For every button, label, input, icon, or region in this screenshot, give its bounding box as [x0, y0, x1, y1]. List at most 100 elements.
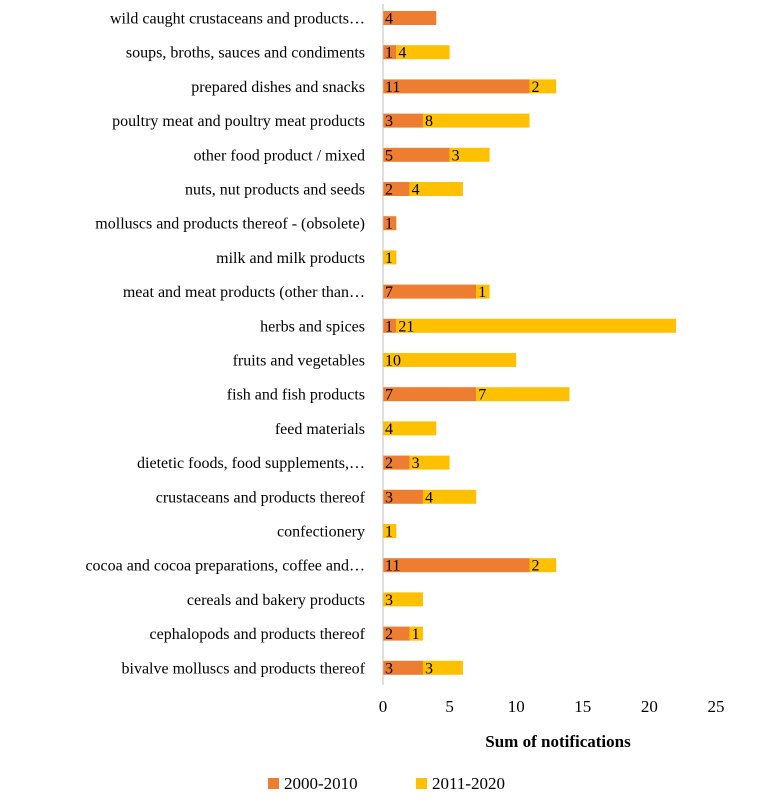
category-label-milk-and-milk-products: milk and milk products	[216, 250, 365, 267]
bar-2000-2010-bivalve-molluscs-and-products-thereof	[383, 660, 423, 675]
x-tick-label-20: 20	[641, 697, 658, 716]
value-label-2000-2010-other-food-product-mixed: 5	[385, 147, 393, 164]
value-label-2011-2020-feed-materials: 4	[385, 421, 393, 438]
bar-2011-2020-soups-broths-sauces-and-condiments	[396, 45, 450, 60]
category-label-molluscs-and-products-thereof-obsolete: molluscs and products thereof - (obsolet…	[95, 216, 365, 233]
value-label-2000-2010-crustaceans-and-products-thereof: 3	[385, 489, 393, 506]
value-label-2000-2010-nuts-nut-products-and-seeds: 2	[385, 182, 393, 199]
value-label-2011-2020-cocoa-and-cocoa-preparations-coffee-and: 2	[532, 558, 540, 575]
value-label-2011-2020-other-food-product-mixed: 3	[452, 147, 460, 164]
value-label-2011-2020-confectionery: 1	[385, 524, 393, 541]
category-label-prepared-dishes-and-snacks: prepared dishes and snacks	[191, 79, 365, 96]
category-label-cephalopods-and-products-thereof: cephalopods and products thereof	[150, 626, 366, 643]
category-label-meat-and-meat-products-other-than: meat and meat products (other than…	[123, 284, 365, 301]
x-tick-label-15: 15	[574, 697, 591, 716]
bars-layer	[383, 11, 677, 675]
value-label-2000-2010-dietetic-foods-food-supplements: 2	[385, 455, 393, 472]
bar-2000-2010-poultry-meat-and-poultry-meat-products	[383, 113, 423, 128]
legend-label-2011-2020: 2011-2020	[432, 774, 505, 793]
category-label-cocoa-and-cocoa-preparations-coffee-and: cocoa and cocoa preparations, coffee and…	[85, 558, 365, 575]
value-label-2011-2020-fish-and-fish-products: 7	[478, 387, 486, 404]
value-label-2011-2020-crustaceans-and-products-thereof: 4	[425, 489, 433, 506]
bar-2011-2020-dietetic-foods-food-supplements	[409, 455, 450, 470]
category-label-confectionery: confectionery	[277, 524, 365, 541]
x-tick-labels-layer: 0 5 10 15 20 25	[379, 697, 725, 716]
bar-2000-2010-herbs-and-spices	[383, 318, 397, 333]
category-label-dietetic-foods-food-supplements: dietetic foods, food supplements,…	[137, 455, 365, 472]
bar-2000-2010-prepared-dishes-and-snacks	[383, 79, 530, 94]
category-label-crustaceans-and-products-thereof: crustaceans and products thereof	[156, 489, 366, 506]
bar-2000-2010-molluscs-and-products-thereof-obsolete	[383, 216, 397, 231]
bar-2011-2020-fruits-and-vegetables	[383, 353, 517, 367]
bar-2000-2010-meat-and-meat-products-other-than	[383, 284, 477, 299]
bar-2011-2020-feed-materials	[383, 421, 437, 436]
category-label-soups-broths-sauces-and-condiments: soups, broths, sauces and condiments	[126, 45, 365, 62]
category-label-other-food-product-mixed: other food product / mixed	[193, 147, 365, 164]
bar-2000-2010-fish-and-fish-products	[383, 387, 477, 402]
bar-2000-2010-nuts-nut-products-and-seeds	[383, 182, 410, 196]
category-label-cereals-and-bakery-products: cereals and bakery products	[187, 592, 365, 609]
x-tick-label-5: 5	[445, 697, 454, 716]
bar-2000-2010-cephalopods-and-products-thereof	[383, 626, 410, 641]
legend: 2000-2010 2011-2020	[268, 774, 505, 793]
value-label-2000-2010-cephalopods-and-products-thereof: 2	[385, 626, 393, 643]
value-label-2011-2020-meat-and-meat-products-other-than: 1	[478, 284, 486, 301]
category-label-fruits-and-vegetables: fruits and vegetables	[233, 353, 365, 370]
value-label-2011-2020-prepared-dishes-and-snacks: 2	[532, 79, 540, 96]
value-label-2000-2010-prepared-dishes-and-snacks: 11	[385, 79, 400, 96]
value-label-2011-2020-nuts-nut-products-and-seeds: 4	[412, 182, 420, 199]
bar-2000-2010-crustaceans-and-products-thereof	[383, 489, 423, 504]
bar-2011-2020-nuts-nut-products-and-seeds	[409, 182, 463, 196]
bar-2011-2020-fish-and-fish-products	[476, 387, 570, 402]
category-label-feed-materials: feed materials	[275, 421, 365, 438]
value-label-2011-2020-herbs-and-spices: 21	[398, 318, 414, 335]
bar-2000-2010-wild-caught-crustaceans-and-products	[383, 11, 437, 25]
bar-2011-2020-other-food-product-mixed	[449, 147, 490, 162]
bar-2000-2010-cocoa-and-cocoa-preparations-coffee-and	[383, 558, 530, 573]
value-label-2000-2010-soups-broths-sauces-and-condiments: 1	[385, 45, 393, 62]
bar-2000-2010-other-food-product-mixed	[383, 147, 450, 162]
bar-2011-2020-poultry-meat-and-poultry-meat-products	[422, 113, 530, 128]
bar-2011-2020-bivalve-molluscs-and-products-thereof	[422, 660, 463, 675]
x-tick-label-25: 25	[708, 697, 725, 716]
bar-2011-2020-cereals-and-bakery-products	[383, 592, 423, 607]
category-label-wild-caught-crustaceans-and-products: wild caught crustaceans and products…	[110, 11, 365, 28]
value-label-2011-2020-soups-broths-sauces-and-condiments: 4	[398, 45, 406, 62]
category-label-poultry-meat-and-poultry-meat-products: poultry meat and poultry meat products	[112, 113, 365, 130]
value-label-2000-2010-fish-and-fish-products: 7	[385, 387, 393, 404]
bar-2011-2020-milk-and-milk-products	[383, 250, 397, 265]
bar-2011-2020-prepared-dishes-and-snacks	[529, 79, 557, 94]
value-label-2011-2020-dietetic-foods-food-supplements: 3	[412, 455, 420, 472]
x-tick-label-0: 0	[379, 697, 388, 716]
category-label-herbs-and-spices: herbs and spices	[260, 318, 365, 335]
bar-2011-2020-meat-and-meat-products-other-than	[476, 284, 490, 299]
value-label-2000-2010-molluscs-and-products-thereof-obsolete: 1	[385, 216, 393, 233]
x-axis-title: Sum of notifications	[485, 732, 631, 751]
category-label-bivalve-molluscs-and-products-thereof: bivalve molluscs and products thereof	[122, 660, 366, 677]
category-label-nuts-nut-products-and-seeds: nuts, nut products and seeds	[185, 182, 365, 199]
value-label-2011-2020-bivalve-molluscs-and-products-thereof: 3	[425, 660, 433, 677]
value-label-2000-2010-cocoa-and-cocoa-preparations-coffee-and: 11	[385, 558, 400, 575]
bar-2011-2020-herbs-and-spices	[396, 318, 677, 333]
value-label-2000-2010-wild-caught-crustaceans-and-products: 4	[385, 11, 393, 28]
bar-2011-2020-cephalopods-and-products-thereof	[409, 626, 423, 641]
bar-2011-2020-confectionery	[383, 524, 397, 538]
bar-2000-2010-dietetic-foods-food-supplements	[383, 455, 410, 470]
legend-swatch-2011-2020	[416, 778, 427, 789]
value-label-2011-2020-fruits-and-vegetables: 10	[385, 353, 401, 370]
bar-2000-2010-soups-broths-sauces-and-condiments	[383, 45, 397, 60]
bar-2011-2020-cocoa-and-cocoa-preparations-coffee-and	[529, 558, 557, 573]
value-label-2011-2020-cereals-and-bakery-products: 3	[385, 592, 393, 609]
value-label-2000-2010-bivalve-molluscs-and-products-thereof: 3	[385, 660, 393, 677]
x-tick-label-10: 10	[508, 697, 525, 716]
legend-label-2000-2010: 2000-2010	[284, 774, 358, 793]
value-label-2011-2020-cephalopods-and-products-thereof: 1	[412, 626, 420, 643]
value-label-2011-2020-poultry-meat-and-poultry-meat-products: 8	[425, 113, 433, 130]
category-labels-layer: wild caught crustaceans and products… sou…	[85, 11, 365, 678]
bar-2011-2020-crustaceans-and-products-thereof	[422, 489, 477, 504]
legend-swatch-2000-2010	[268, 778, 279, 789]
value-label-2000-2010-meat-and-meat-products-other-than: 7	[385, 284, 393, 301]
